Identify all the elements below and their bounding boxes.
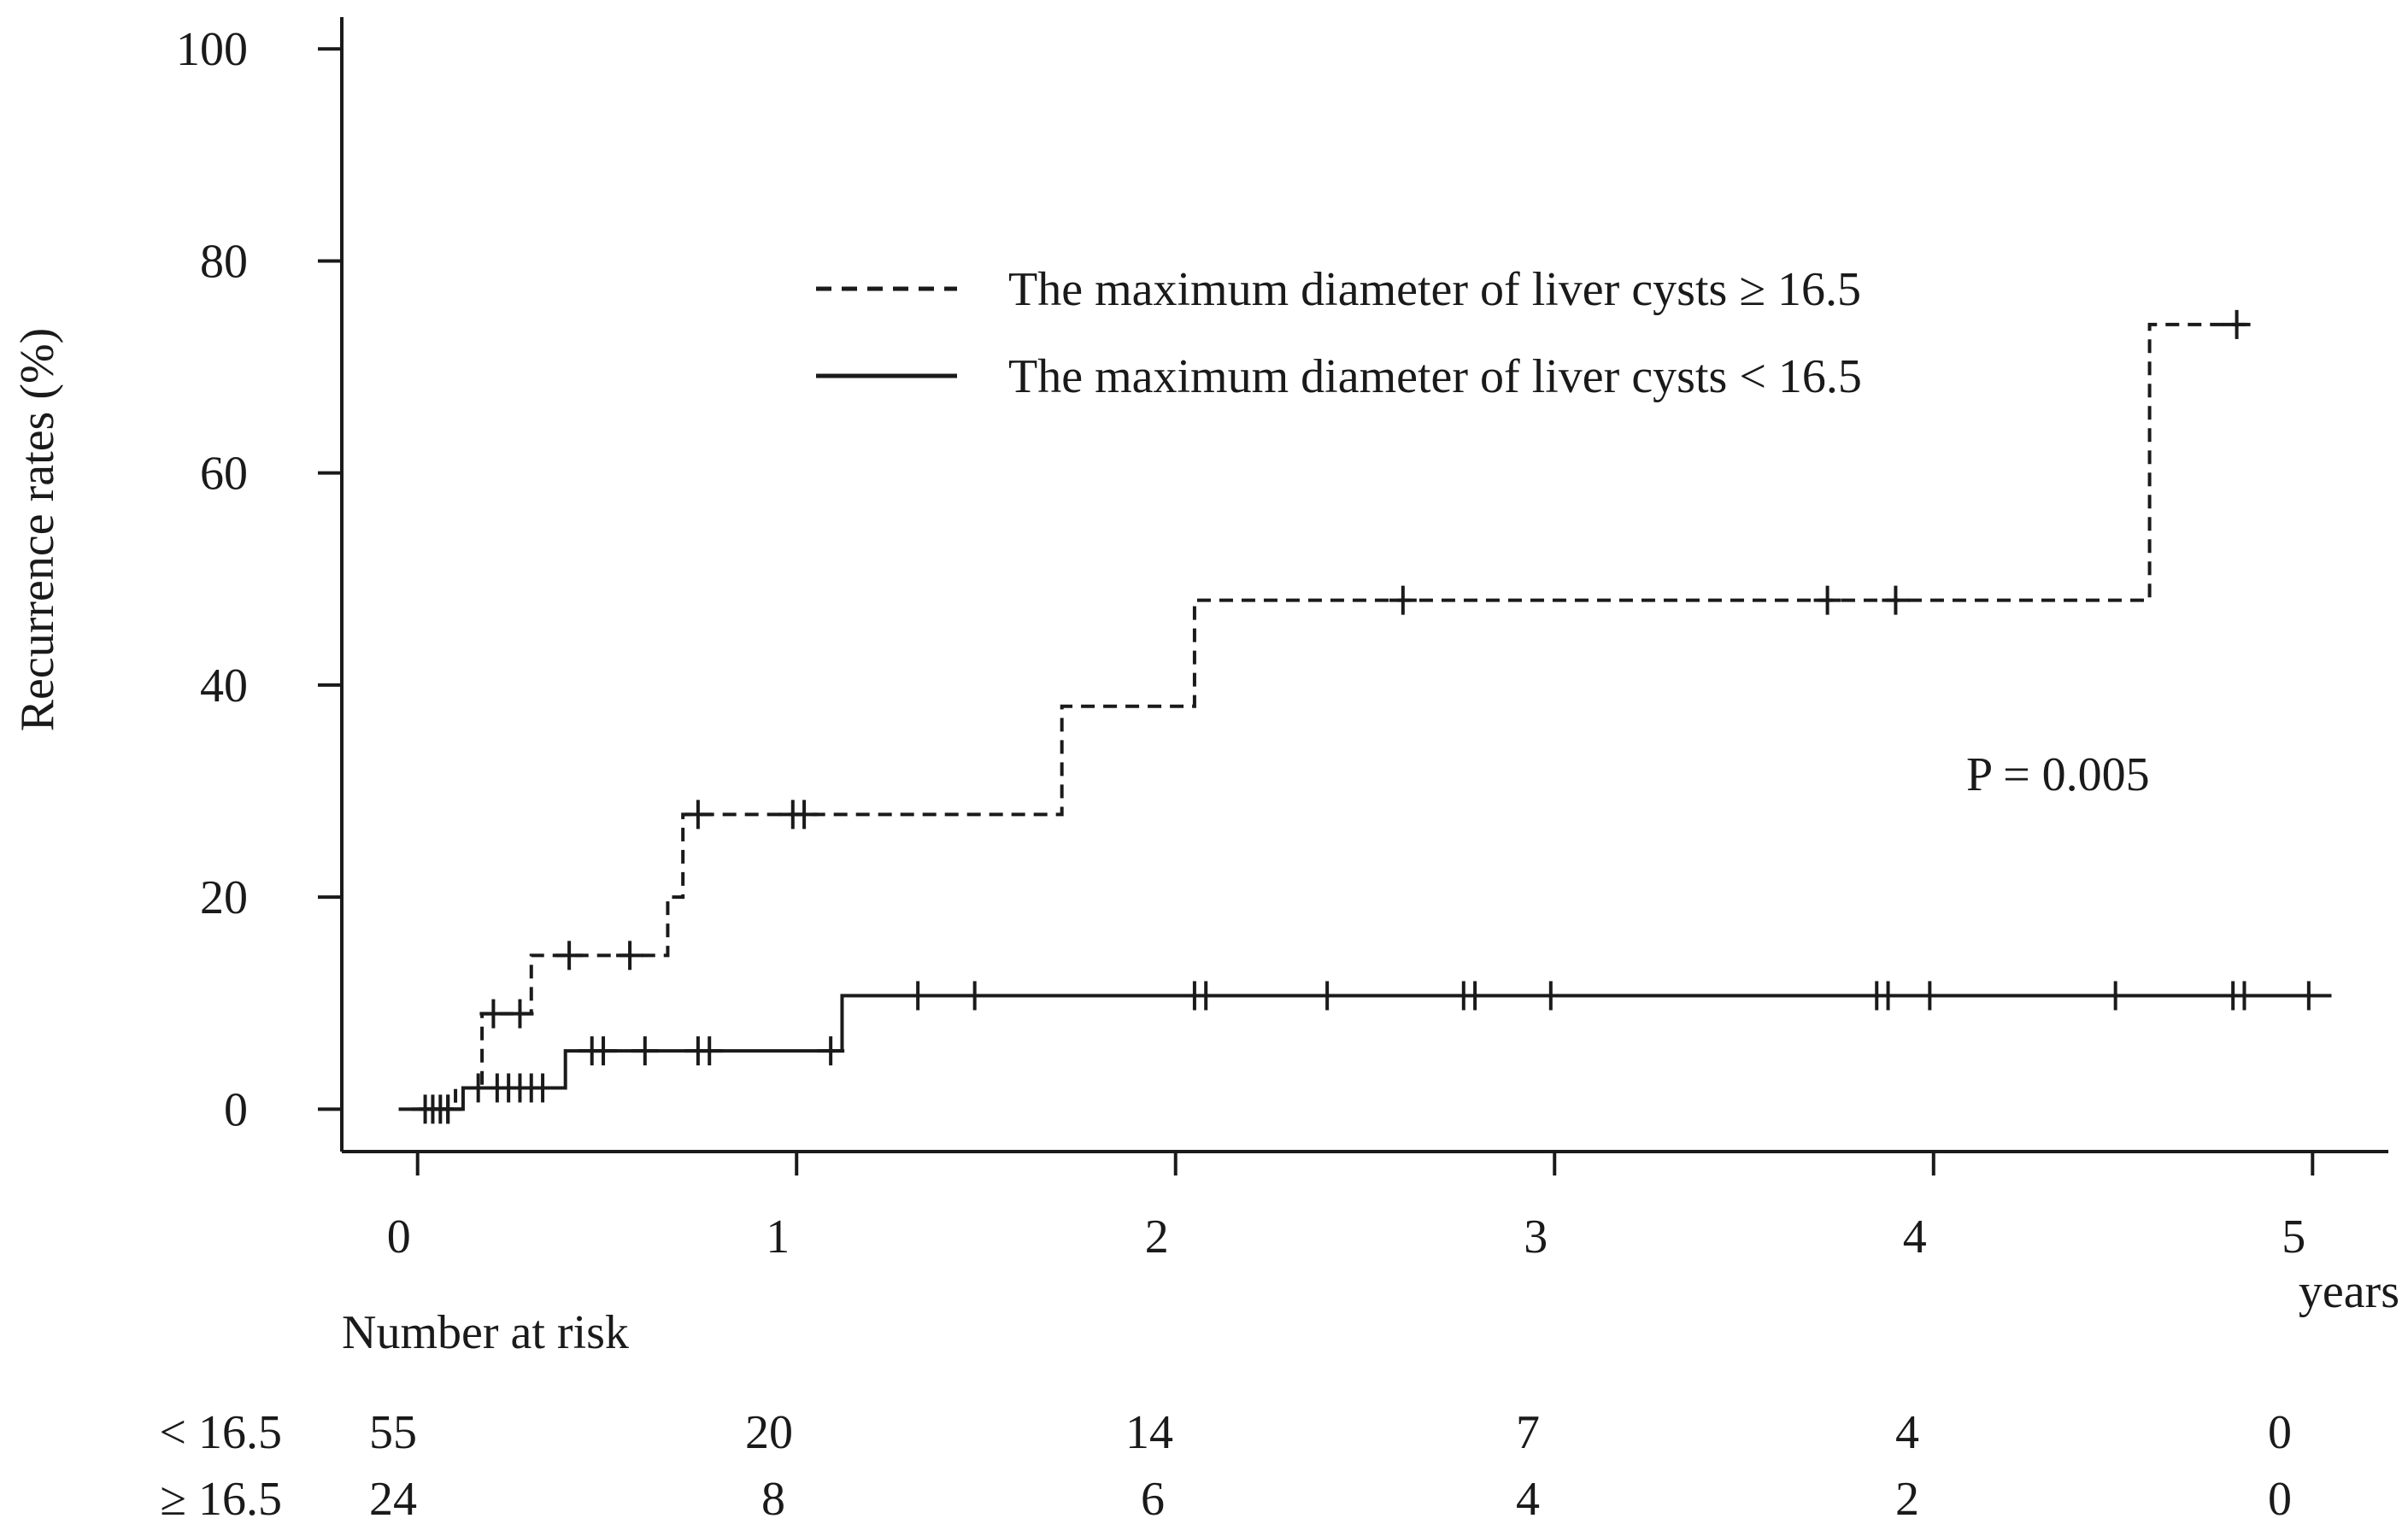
series-lt-16-5 [398,981,2332,1124]
censor-mark [817,1036,845,1066]
censor-mark [506,999,534,1029]
censor-mark [1536,981,1565,1011]
x-tick-label: 0 [387,1211,411,1263]
legend-label-dashed: The maximum diameter of liver cysts ≥ 16… [1008,263,1861,316]
risk-lt-1: 20 [745,1406,793,1459]
number-at-risk-title: Number at risk [342,1306,629,1359]
censor-mark [2294,981,2323,1011]
censor-mark [960,981,989,1011]
x-tick-label: 3 [1524,1211,1548,1263]
risk-lt-4: 4 [1895,1406,1919,1459]
censor-mark [696,1036,724,1066]
censor-mark [1916,981,1944,1011]
risk-ge-4: 2 [1895,1473,1919,1526]
x-tick-label: 2 [1145,1211,1169,1263]
y-tick-label: 60 [200,448,248,501]
x-axis-label: years [2299,1265,2399,1318]
censor-mark [1192,981,1220,1011]
censor-mark [616,941,644,970]
censor-mark [1813,585,1841,615]
censor-mark [1313,981,1342,1011]
x-tick-label: 1 [766,1211,790,1263]
risk-row-label-lt: < 16.5 [159,1406,282,1459]
censor-mark [631,1036,659,1066]
risk-row-label-ge: ≥ 16.5 [160,1473,282,1526]
censor-mark [2223,309,2251,339]
risk-ge-5: 0 [2268,1473,2292,1526]
censor-mark [684,800,712,830]
series-ge-16-5 [417,309,2252,1124]
p-value-annotation: P = 0.005 [1966,748,2150,801]
step-line-solid [398,994,2332,1111]
series-group [398,309,2332,1124]
censor-mark [555,941,584,970]
risk-ge-2: 6 [1141,1473,1165,1526]
risk-table: < 16.5 55 20 14 7 4 0 ≥ 16.5 24 8 6 4 2 … [159,1406,2292,1526]
x-tick-label: 5 [2282,1211,2305,1263]
y-tick-label: 20 [200,871,248,924]
y-tick-label: 0 [224,1083,248,1136]
y-tick-label: 40 [200,660,248,712]
step-line-dashed [417,322,2252,1111]
censor-mark [1882,585,1910,615]
risk-lt-2: 14 [1125,1406,1173,1459]
axes [340,17,2388,1153]
x-tick-label: 4 [1903,1211,1927,1263]
censor-mark [1389,585,1417,615]
ticks: 0 20 40 60 80 100 0 1 2 3 4 5 [176,23,2315,1263]
censor-mark [529,1073,557,1103]
risk-ge-3: 4 [1516,1473,1540,1526]
risk-ge-1: 8 [761,1473,785,1526]
censor-mark [479,999,508,1029]
y-axis-label: Recurrence rates (%) [11,328,64,732]
risk-lt-5: 0 [2268,1406,2292,1459]
risk-ge-0: 24 [369,1473,417,1526]
censor-mark [590,1036,618,1066]
censor-mark [904,981,932,1011]
censor-mark [1461,981,1489,1011]
risk-lt-0: 55 [369,1406,417,1459]
censor-mark [2230,981,2258,1011]
y-tick-label: 80 [200,235,248,288]
y-tick-label: 100 [176,23,248,76]
censor-mark [434,1094,462,1124]
censor-mark [2101,981,2129,1011]
censor-mark [1874,981,1902,1011]
legend: The maximum diameter of liver cysts ≥ 16… [816,263,1862,403]
risk-lt-3: 7 [1516,1406,1540,1459]
legend-label-solid: The maximum diameter of liver cysts < 16… [1008,350,1862,403]
censor-mark [790,800,819,830]
